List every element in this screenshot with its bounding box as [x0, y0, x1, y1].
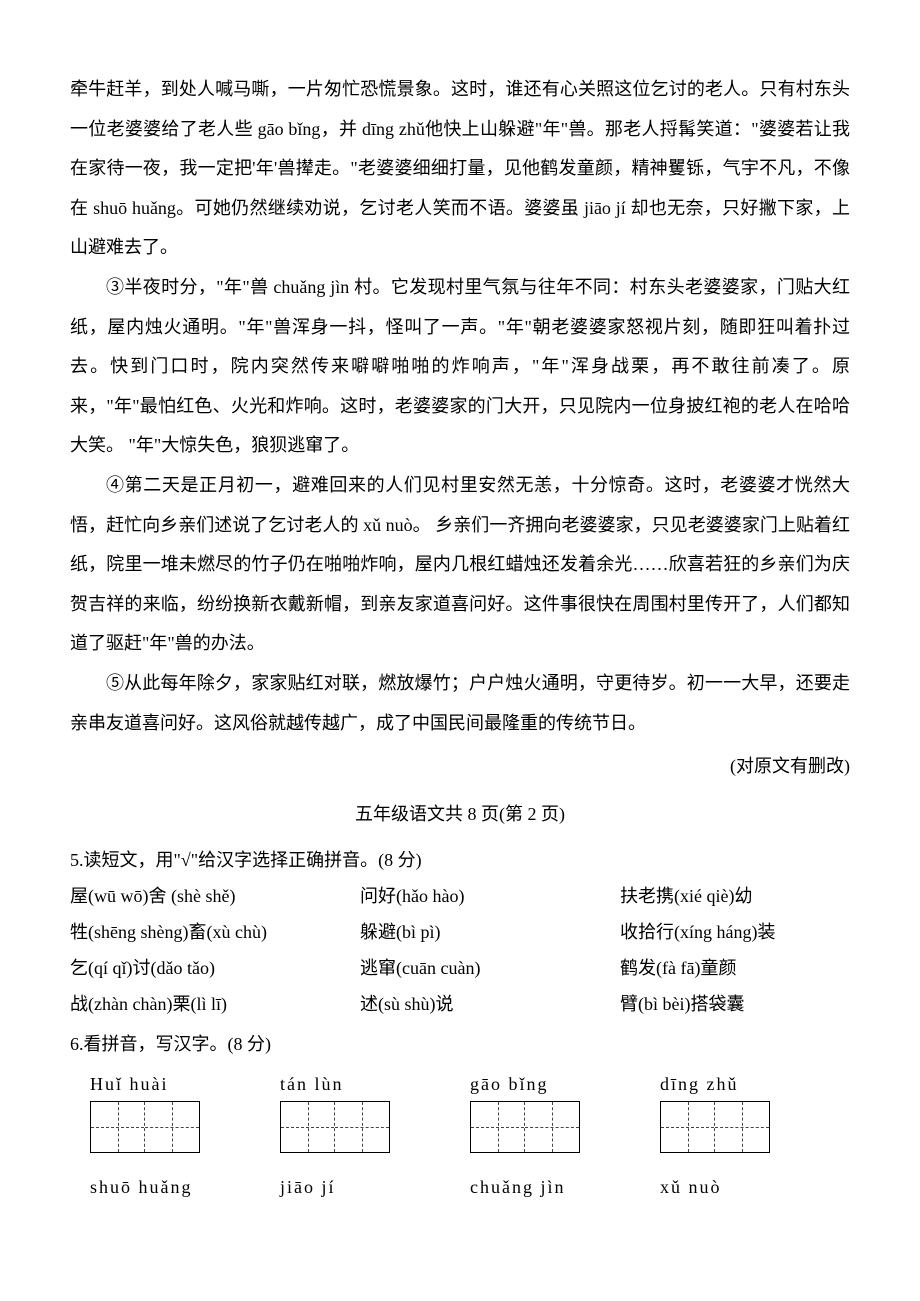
- question-5-stem: 5.读短文，用"√"给汉字选择正确拼音。(8 分): [70, 842, 850, 878]
- q5-cell: 述(sù shù)说: [360, 986, 620, 1022]
- box-group: [90, 1101, 280, 1153]
- body-paragraph-4: ⑤从此每年除夕，家家贴红对联，燃放爆竹；户户烛火通明，守更待岁。初一一大早，还要…: [70, 664, 850, 743]
- pinyin-label: jiāo jí: [280, 1177, 470, 1198]
- q5-cell: 牲(shēng shèng)畜(xù chù): [70, 914, 360, 950]
- q5-cell: 问好(hǎo hào): [360, 878, 620, 914]
- q5-cell: 乞(qí qǐ)讨(dǎo tǎo): [70, 950, 360, 986]
- char-box-pair: [90, 1101, 200, 1153]
- pinyin-label: Huǐ huài: [90, 1074, 280, 1095]
- q5-row-3: 战(zhàn chàn)栗(lì lī) 述(sù shù)说 臂(bì bèi…: [70, 986, 850, 1022]
- pinyin-label: dīng zhǔ: [660, 1074, 850, 1095]
- char-box: [525, 1102, 579, 1152]
- pinyin-label: chuǎng jìn: [470, 1177, 660, 1198]
- char-box: [145, 1102, 199, 1152]
- q5-cell: 屋(wū wō)舍 (shè shě): [70, 878, 360, 914]
- q5-cell: 逃窜(cuān cuàn): [360, 950, 620, 986]
- q6-boxes-row-1: [70, 1101, 850, 1153]
- body-paragraph-2: ③半夜时分，"年"兽 chuǎng jìn 村。它发现村里气氛与往年不同：村东头…: [70, 268, 850, 466]
- char-box: [715, 1102, 769, 1152]
- char-box: [661, 1102, 715, 1152]
- q6-pinyin-row-1: Huǐ huài tán lùn gāo bǐng dīng zhǔ: [70, 1074, 850, 1095]
- body-paragraph-1: 牵牛赶羊，到处人喊马嘶，一片匆忙恐慌景象。这时，谁还有心关照这位乞讨的老人。只有…: [70, 70, 850, 268]
- q5-cell: 扶老携(xié qiè)幼: [620, 878, 850, 914]
- char-box: [91, 1102, 145, 1152]
- q5-row-2: 乞(qí qǐ)讨(dǎo tǎo) 逃窜(cuān cuàn) 鹤发(fà f…: [70, 950, 850, 986]
- q5-cell: 收拾行(xíng háng)装: [620, 914, 850, 950]
- char-box: [471, 1102, 525, 1152]
- pinyin-label: xǔ nuò: [660, 1177, 850, 1198]
- body-paragraph-3: ④第二天是正月初一，避难回来的人们见村里安然无恙，十分惊奇。这时，老婆婆才恍然大…: [70, 466, 850, 664]
- q5-row-0: 屋(wū wō)舍 (shè shě) 问好(hǎo hào) 扶老携(xié …: [70, 878, 850, 914]
- q5-cell: 鹤发(fà fā)童颜: [620, 950, 850, 986]
- char-box: [281, 1102, 335, 1152]
- pinyin-label: shuō huǎng: [90, 1177, 280, 1198]
- q5-cell: 躲避(bì pì): [360, 914, 620, 950]
- box-group: [470, 1101, 660, 1153]
- box-group: [280, 1101, 470, 1153]
- q6-pinyin-row-2: shuō huǎng jiāo jí chuǎng jìn xǔ nuò: [70, 1177, 850, 1198]
- char-box-pair: [280, 1101, 390, 1153]
- source-note: (对原文有删改): [70, 747, 850, 787]
- pinyin-label: gāo bǐng: [470, 1074, 660, 1095]
- q5-row-1: 牲(shēng shèng)畜(xù chù) 躲避(bì pì) 收拾行(xí…: [70, 914, 850, 950]
- box-group: [660, 1101, 850, 1153]
- char-box-pair: [660, 1101, 770, 1153]
- q5-cell: 臂(bì bèi)搭袋囊: [620, 986, 850, 1022]
- char-box-pair: [470, 1101, 580, 1153]
- char-box: [335, 1102, 389, 1152]
- page-footer: 五年级语文共 8 页(第 2 页): [70, 795, 850, 835]
- question-6-stem: 6.看拼音，写汉字。(8 分): [70, 1026, 850, 1062]
- pinyin-label: tán lùn: [280, 1074, 470, 1095]
- q5-cell: 战(zhàn chàn)栗(lì lī): [70, 986, 360, 1022]
